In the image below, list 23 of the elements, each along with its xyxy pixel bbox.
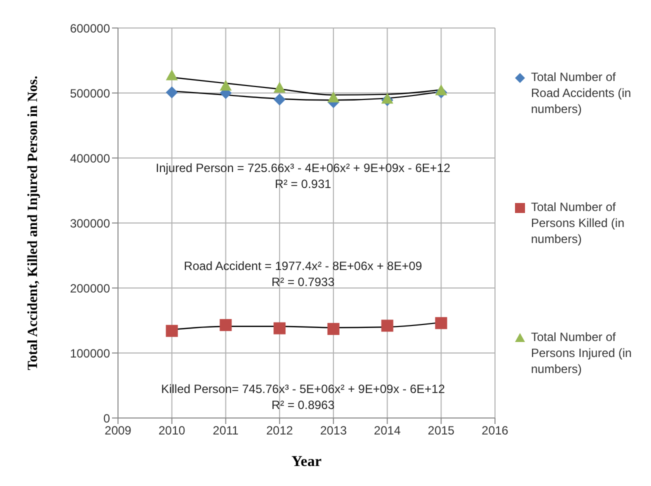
annotation: Road Accident = 1977.4x² - 8E+06x + 8E+09 R² = 0.7933 — [184, 259, 422, 289]
x-tick-label: 2010 — [158, 424, 186, 438]
y-tick-label: 300000 — [70, 216, 110, 230]
y-tick-label: 600000 — [70, 21, 110, 36]
annotation: Injured Person = 725.66x³ - 4E+06x² + 9E+09x - 6E+12 R² = 0.931 — [156, 161, 450, 191]
x-tick-label: 2012 — [266, 424, 294, 438]
y-tick-label: 200000 — [70, 281, 110, 296]
legend-label: Total Number of Persons Injured (in numbers) — [531, 329, 633, 377]
legend-label: Total Number of Road Accidents (in numbers) — [531, 69, 632, 117]
y-tick-label: 400000 — [70, 151, 110, 166]
y-axis-title: Total Accident, Killed and Injured Person in Nos. — [26, 76, 41, 370]
legend-label: Total Number of Persons Killed (in numbers) — [531, 199, 626, 247]
x-tick-label: 2014 — [374, 424, 401, 438]
y-tick-label: 100000 — [70, 346, 110, 360]
y-tick-label: 500000 — [70, 86, 110, 100]
x-tick-label: 2013 — [320, 424, 348, 438]
x-tick-label: 2009 — [104, 424, 132, 438]
x-tick-label: 2015 — [428, 424, 455, 438]
x-tick-label: 2011 — [212, 424, 239, 438]
x-tick-label: 2016 — [482, 424, 509, 438]
y-tick-label: 0 — [103, 411, 110, 426]
x-axis-title: Year — [292, 454, 322, 470]
annotation: Killed Person= 745.76x³ - 5E+06x² + 9E+09x - 6E+12 R² = 0.8963 — [160, 381, 446, 413]
